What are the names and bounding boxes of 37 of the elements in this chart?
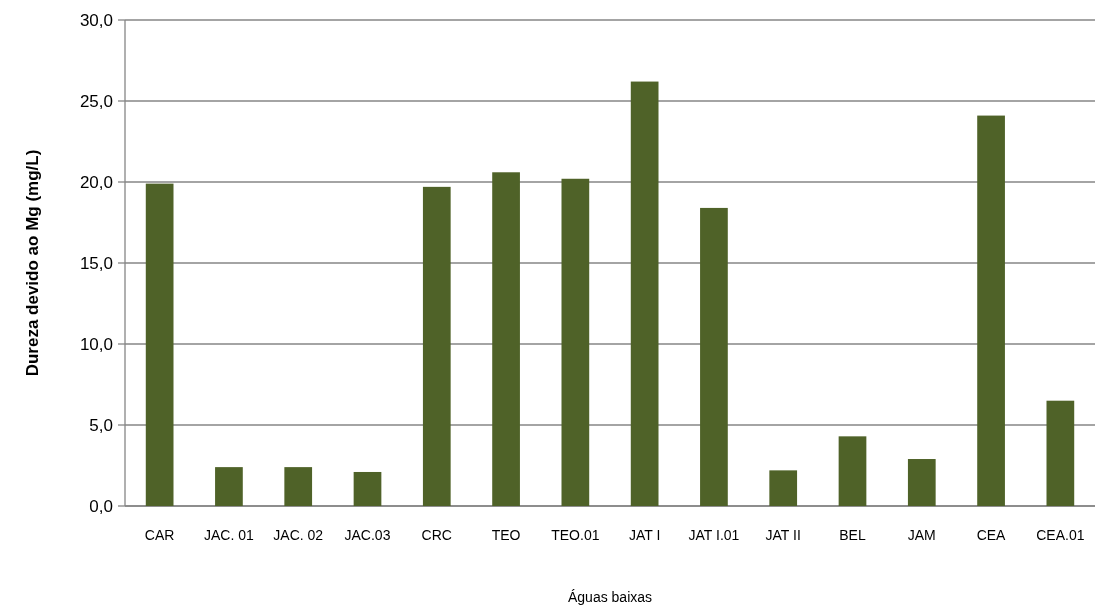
bar — [907, 459, 936, 506]
x-tick-label: JAC. 01 — [204, 527, 255, 543]
bar — [215, 467, 243, 506]
y-tick-label: 5,0 — [89, 415, 113, 435]
x-tick-label: BEL — [839, 527, 866, 543]
bar — [700, 207, 728, 506]
y-tick-label: 0,0 — [89, 496, 113, 516]
x-tick-label: TEO.01 — [551, 527, 600, 543]
bar — [838, 436, 867, 506]
x-tick-label: TEO — [491, 527, 521, 543]
x-tick-label: JAT I.01 — [688, 527, 740, 543]
x-tick-label: JAT I — [628, 527, 661, 543]
x-tick-label: JAM — [907, 527, 936, 543]
bar — [353, 471, 382, 506]
x-tick-label: CEA.01 — [1036, 527, 1085, 543]
bar — [284, 467, 313, 506]
x-tick-label: JAC. 02 — [273, 527, 324, 543]
bar — [769, 470, 798, 506]
bar — [977, 115, 1005, 506]
bar — [492, 172, 520, 506]
y-tick-label: 25,0 — [79, 91, 113, 111]
y-tick-label: 15,0 — [79, 253, 113, 273]
x-tick-label: CRC — [421, 527, 452, 543]
y-tick-label: 20,0 — [79, 172, 113, 192]
y-tick-label: 30,0 — [79, 10, 113, 30]
x-tick-label: JAC.03 — [344, 527, 391, 543]
bar — [630, 81, 659, 506]
bar — [422, 186, 451, 506]
x-tick-label: CAR — [144, 527, 175, 543]
bar — [1046, 400, 1075, 506]
y-tick-label: 10,0 — [79, 334, 113, 354]
x-tick-label: JAT II — [765, 527, 801, 543]
bar — [145, 183, 174, 506]
bar — [561, 178, 590, 506]
x-axis-title: Águas baixas — [567, 589, 653, 605]
y-axis-title: Dureza devido ao Mg (mg/L) — [23, 149, 42, 377]
x-tick-label: CEA — [976, 527, 1007, 543]
